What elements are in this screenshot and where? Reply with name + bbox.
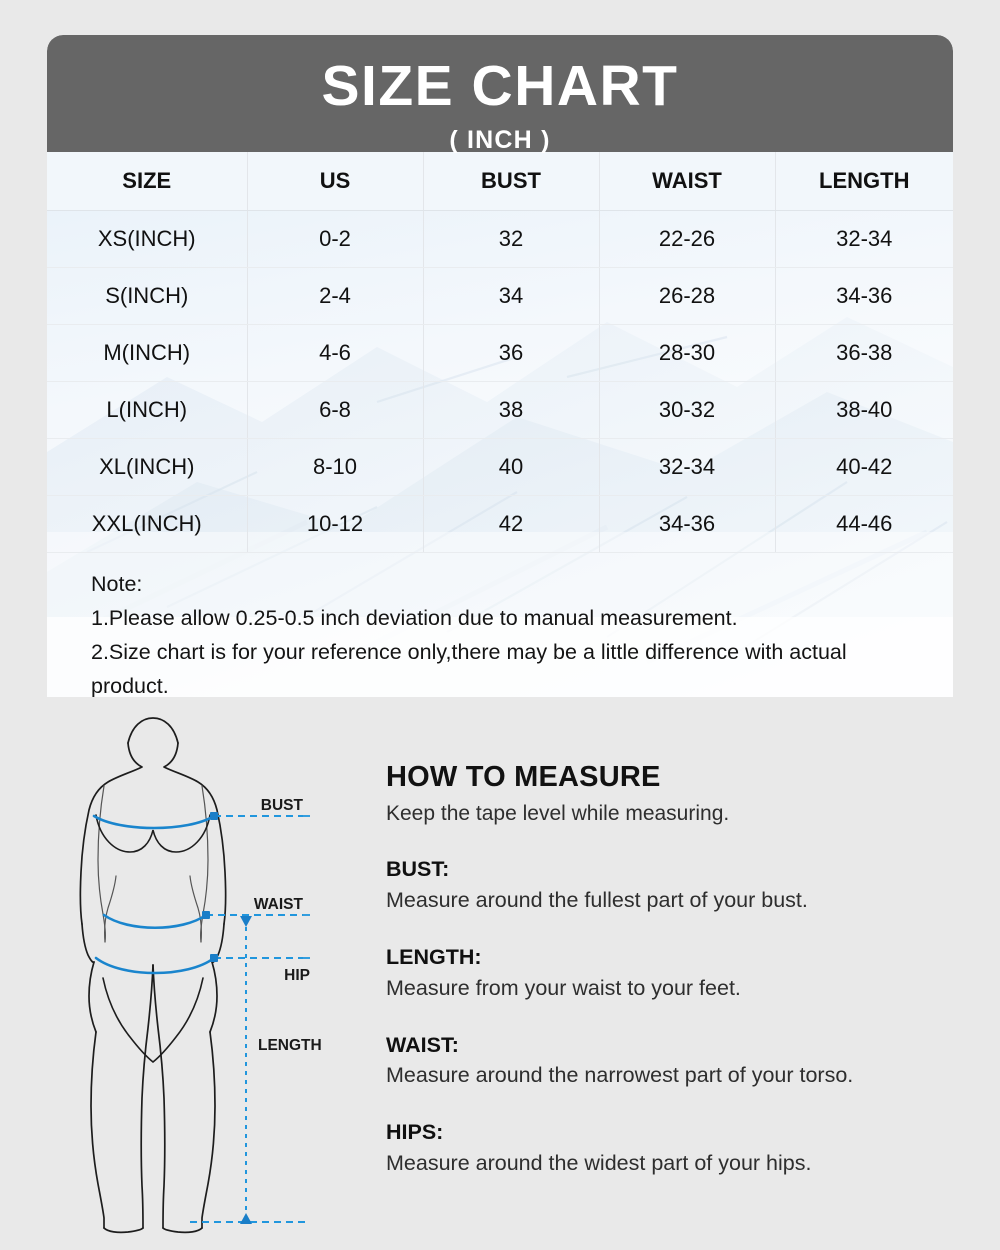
cell-length: 32-34 [775, 210, 953, 268]
length-label: LENGTH [258, 1037, 322, 1054]
cell-bust: 32 [423, 210, 600, 268]
cell-waist: 26-28 [599, 267, 776, 325]
body-measurement-diagram: BUST WAIST HIP LENGTH [60, 710, 390, 1250]
length-dimension-line [190, 916, 310, 1224]
measure-label-bust: BUST: [386, 857, 450, 882]
cell-size: XL(INCH) [47, 438, 248, 496]
bust-label: BUST [261, 797, 304, 814]
note-line-1: 1.Please allow 0.25-0.5 inch deviation d… [91, 606, 738, 630]
cell-waist: 34-36 [599, 495, 776, 553]
how-to-measure-subtitle: Keep the tape level while measuring. [386, 801, 730, 825]
cell-us: 10-12 [247, 495, 424, 553]
column-header-size: SIZE [47, 152, 248, 211]
how-to-measure-section: BUST WAIST HIP LENGTH HOW TO MEASURE Kee… [0, 700, 1000, 1250]
measure-group-hips: HIPS: Measure around the widest part of … [386, 1119, 966, 1177]
note-line-2: 2.Size chart is for your reference only,… [91, 640, 847, 697]
cell-bust: 40 [423, 438, 600, 496]
note-heading: Note: [91, 572, 143, 596]
column-header-bust: BUST [423, 152, 600, 211]
page-title: SIZE CHART [321, 54, 679, 118]
cell-length: 36-38 [775, 324, 953, 382]
cell-waist: 30-32 [599, 381, 776, 439]
cell-size: XXL(INCH) [47, 495, 248, 553]
table-row: XXL(INCH) 10-12 42 34-36 44-46 [47, 495, 953, 553]
measure-desc-bust: Measure around the fullest part of your … [386, 887, 808, 912]
cell-length: 34-36 [775, 267, 953, 325]
column-header-waist: WAIST [599, 152, 776, 211]
cell-size: L(INCH) [47, 381, 248, 439]
table-row: XL(INCH) 8-10 40 32-34 40-42 [47, 438, 953, 496]
measure-group-bust: BUST: Measure around the fullest part of… [386, 856, 966, 914]
cell-waist: 22-26 [599, 210, 776, 268]
measurement-point-markers [202, 812, 218, 962]
size-table: SIZE US BUST WAIST LENGTH XS(INCH) 0-2 3… [47, 152, 953, 553]
cell-size: M(INCH) [47, 324, 248, 382]
cell-size: XS(INCH) [47, 210, 248, 268]
cell-us: 8-10 [247, 438, 424, 496]
measure-label-hips: HIPS: [386, 1120, 444, 1145]
cell-length: 44-46 [775, 495, 953, 553]
measure-group-waist: WAIST: Measure around the narrowest part… [386, 1032, 966, 1090]
cell-us: 0-2 [247, 210, 424, 268]
cell-bust: 36 [423, 324, 600, 382]
cell-waist: 28-30 [599, 324, 776, 382]
cell-us: 2-4 [247, 267, 424, 325]
cell-size: S(INCH) [47, 267, 248, 325]
size-chart-card: SIZE CHART ( INCH ) [47, 35, 953, 697]
measure-desc-length: Measure from your waist to your feet. [386, 975, 741, 1000]
column-header-us: US [247, 152, 424, 211]
measure-group-length: LENGTH: Measure from your waist to your … [386, 944, 966, 1002]
cell-bust: 42 [423, 495, 600, 553]
waist-label: WAIST [254, 896, 304, 913]
hip-label: HIP [284, 967, 310, 984]
table-header-row: SIZE US BUST WAIST LENGTH [47, 152, 953, 211]
note-block: Note: 1.Please allow 0.25-0.5 inch devia… [47, 553, 953, 697]
measure-desc-waist: Measure around the narrowest part of you… [386, 1063, 854, 1088]
how-to-measure-panel: HOW TO MEASURE Keep the tape level while… [386, 761, 966, 1177]
column-header-length: LENGTH [775, 152, 953, 211]
table-container: SIZE US BUST WAIST LENGTH XS(INCH) 0-2 3… [47, 152, 953, 697]
measure-label-length: LENGTH: [386, 944, 482, 969]
measure-desc-hips: Measure around the widest part of your h… [386, 1151, 812, 1176]
table-row: S(INCH) 2-4 34 26-28 34-36 [47, 267, 953, 325]
cell-bust: 34 [423, 267, 600, 325]
cell-bust: 38 [423, 381, 600, 439]
how-to-measure-title: HOW TO MEASURE [386, 761, 661, 793]
chart-unit-subtitle: ( INCH ) [449, 126, 551, 154]
chart-header: SIZE CHART ( INCH ) [47, 35, 953, 154]
cell-waist: 32-34 [599, 438, 776, 496]
measure-label-waist: WAIST: [386, 1032, 459, 1057]
table-row: XS(INCH) 0-2 32 22-26 32-34 [47, 210, 953, 268]
cell-us: 6-8 [247, 381, 424, 439]
cell-length: 38-40 [775, 381, 953, 439]
cell-length: 40-42 [775, 438, 953, 496]
table-row: M(INCH) 4-6 36 28-30 36-38 [47, 324, 953, 382]
cell-us: 4-6 [247, 324, 424, 382]
table-row: L(INCH) 6-8 38 30-32 38-40 [47, 381, 953, 439]
